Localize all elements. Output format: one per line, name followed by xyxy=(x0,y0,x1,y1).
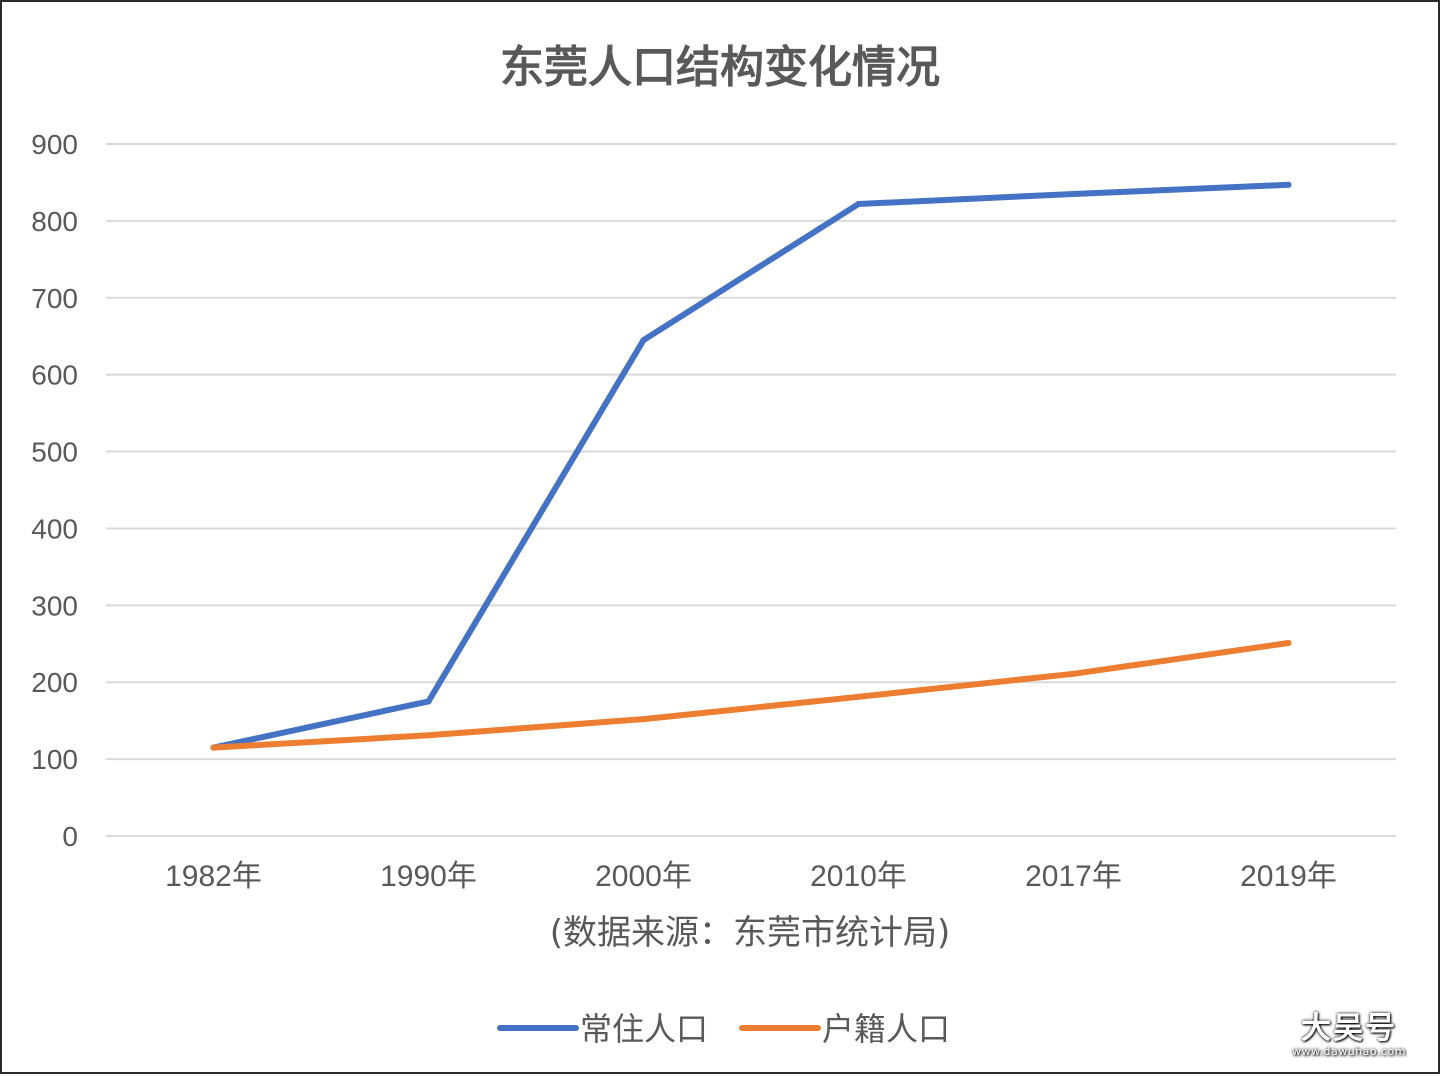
chart-title: 东莞人口结构变化情况 xyxy=(500,42,940,93)
y-tick-label: 100 xyxy=(31,744,78,775)
y-tick-label: 500 xyxy=(31,437,78,468)
data-point xyxy=(855,693,862,700)
data-point xyxy=(1285,181,1292,188)
y-tick-label: 700 xyxy=(31,283,78,314)
y-tick-label: 300 xyxy=(31,590,78,621)
y-tick-label: 900 xyxy=(31,129,78,160)
y-tick-label: 600 xyxy=(31,360,78,391)
y-tick-label: 0 xyxy=(62,821,78,852)
y-tick-label: 800 xyxy=(31,206,78,237)
x-tick-label: 1990年 xyxy=(380,860,477,893)
series-line-2 xyxy=(210,640,1292,751)
x-tick-label: 2010年 xyxy=(810,860,907,893)
data-point xyxy=(855,200,862,207)
x-tick-label: 2000年 xyxy=(595,860,692,893)
x-axis-label: (数据来源：东莞市统计局) xyxy=(550,913,951,953)
y-tick-label: 400 xyxy=(31,513,78,544)
data-point xyxy=(640,716,647,723)
x-tick-label: 2017年 xyxy=(1025,860,1122,893)
x-tick-label: 2019年 xyxy=(1240,860,1337,893)
data-point xyxy=(1070,190,1077,197)
data-point xyxy=(425,698,432,705)
data-point xyxy=(210,744,217,751)
series-line-1 xyxy=(210,181,1292,751)
legend-label: 常住人口 xyxy=(580,1010,708,1048)
watermark-sub: www.dawuhao.com xyxy=(1292,1045,1406,1058)
x-tick-label: 1982年 xyxy=(165,860,262,893)
legend-label: 户籍人口 xyxy=(822,1010,950,1048)
data-point xyxy=(1285,640,1292,647)
data-point xyxy=(1070,670,1077,677)
watermark-logo: 大吴号 www.dawuhao.com xyxy=(1284,1012,1414,1058)
data-point xyxy=(640,337,647,344)
watermark-main: 大吴号 xyxy=(1301,1011,1397,1046)
y-tick-label: 200 xyxy=(31,667,78,698)
data-point xyxy=(425,732,432,739)
